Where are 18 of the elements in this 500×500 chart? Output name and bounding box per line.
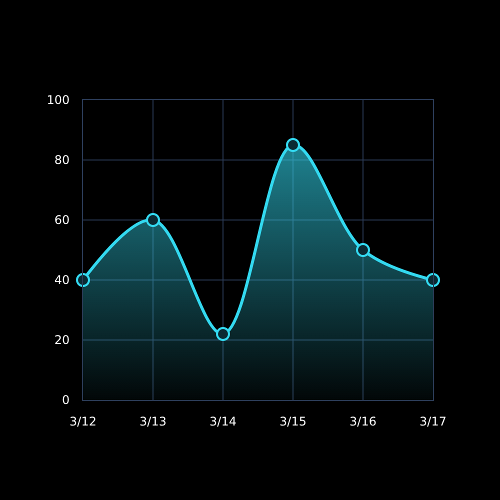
x-tick-label: 3/13 [140, 414, 166, 428]
y-tick-label: 40 [54, 273, 70, 288]
x-tick-label: 3/15 [280, 414, 306, 428]
point [146, 213, 160, 227]
x-tick-label: 3/17 [420, 414, 446, 428]
x-tick-label: 3/16 [350, 414, 376, 428]
y-tick-label: 60 [54, 213, 70, 228]
point [286, 138, 300, 152]
point [216, 327, 230, 341]
point [356, 243, 370, 257]
x-tick-label: 3/14 [210, 414, 236, 428]
point [426, 273, 440, 287]
y-tick-label: 100 [46, 93, 70, 108]
y-tick-label: 80 [54, 153, 70, 168]
y-tick-label: 0 [62, 393, 70, 408]
point [76, 273, 90, 287]
y-tick-label: 20 [54, 333, 70, 348]
x-tick-label: 3/12 [70, 414, 96, 428]
